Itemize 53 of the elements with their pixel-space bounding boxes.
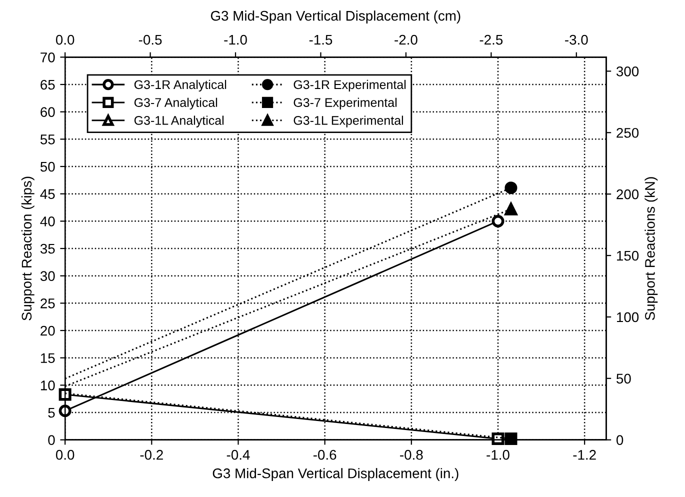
point (504, 182, 518, 194)
y-tick-label: 20 (40, 326, 55, 336)
x-tick-label: 0.0 (56, 450, 74, 460)
y2-tick-label: 250 (616, 128, 639, 138)
y2-tick-label: 0 (616, 435, 624, 446)
y-tick-label: 60 (40, 107, 55, 117)
y-tick-label: 30 (40, 271, 55, 282)
y-tick-label: 5 (48, 408, 55, 418)
y2-tick-label: 150 (617, 250, 639, 261)
legend-label: G3-1R Experimental (294, 80, 406, 92)
y-tick-label: 25 (40, 298, 55, 308)
x-tick-label: -0.4 (226, 450, 250, 460)
legend-label: G3-1L Analytical (134, 116, 224, 128)
y2-tick-label: 300 (616, 66, 639, 76)
legend-label: G3-7 Experimental (294, 98, 397, 110)
x-tick-label: -0.6 (313, 450, 336, 460)
x2-tick-label: -2.5 (480, 34, 503, 45)
point (58, 404, 72, 418)
x2-tick-label: 0.0 (56, 34, 74, 45)
point (492, 214, 504, 228)
y-tick-label: 15 (40, 353, 55, 364)
y-tick-label: 10 (40, 380, 55, 390)
y-tick-label: 50 (40, 162, 55, 172)
y2-tick-label: 100 (617, 312, 639, 322)
x2-tick-label: -1.0 (224, 34, 247, 45)
x2-tick-label: -3.0 (565, 34, 588, 45)
point (504, 432, 518, 445)
y-tick-label: 35 (40, 244, 55, 254)
y-tick-label: 40 (40, 216, 55, 226)
y2-tick-label: 50 (616, 374, 631, 384)
legend-label: G3-7 Analytical (134, 98, 218, 110)
point (504, 202, 518, 216)
x-tick-label: -0.8 (400, 450, 423, 460)
y-tick-label: 45 (40, 189, 55, 199)
x2-axis-title: G3 Mid-Span Vertical Displacement (cm) (210, 10, 460, 24)
y-tick-label: 55 (40, 134, 55, 144)
point (58, 388, 72, 401)
y-axis-title: Support Reaction (kips) (21, 176, 34, 320)
legend-label: G3-1L Experimental (294, 116, 404, 128)
legend-label: G3-1R Analytical (134, 80, 226, 92)
y-tick-label: 70 (40, 52, 55, 62)
x2-tick-label: -1.5 (309, 34, 332, 45)
point (492, 432, 504, 445)
y2-tick-label: 200 (616, 189, 639, 200)
y2-axis-title: Support Reactions (kN) (644, 177, 658, 320)
x2-tick-label: -0.5 (138, 34, 162, 45)
y-tick-label: 0 (48, 435, 55, 446)
x-tick-label: -1.0 (486, 450, 510, 460)
x-tick-label: -1.2 (573, 450, 596, 460)
x-axis-title: G3 Mid-Span Vertical Displacement (in.) (212, 468, 458, 482)
y-tick-label: 65 (40, 80, 55, 90)
x2-tick-label: -2.0 (394, 34, 418, 45)
x-tick-label: -0.2 (140, 450, 163, 460)
